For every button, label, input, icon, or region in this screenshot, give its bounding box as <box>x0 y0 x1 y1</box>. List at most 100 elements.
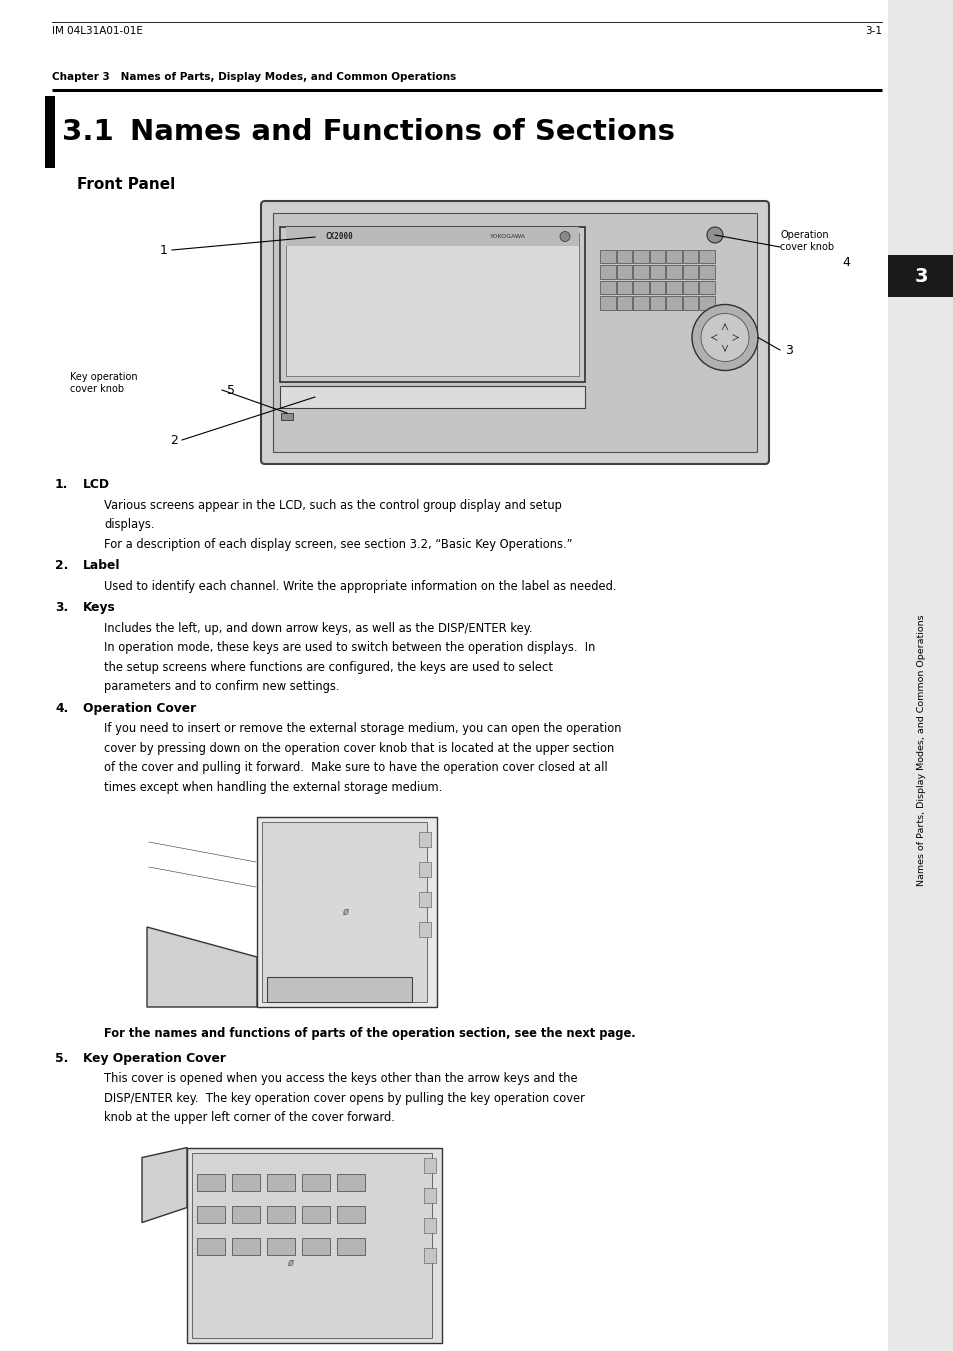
Bar <box>192 1152 432 1337</box>
Text: This cover is opened when you access the keys other than the arrow keys and the: This cover is opened when you access the… <box>104 1073 577 1085</box>
Polygon shape <box>142 1147 187 1223</box>
Bar <box>681 250 698 263</box>
Bar <box>336 1205 365 1223</box>
Bar <box>599 296 615 309</box>
Text: Includes the left, up, and down arrow keys, as well as the DISP/ENTER key.: Includes the left, up, and down arrow ke… <box>104 621 532 635</box>
Text: ø: ø <box>341 907 348 917</box>
Bar <box>665 281 680 295</box>
Bar <box>256 817 436 1006</box>
Bar <box>196 1205 225 1223</box>
Bar <box>681 281 698 295</box>
Bar <box>418 892 431 907</box>
Text: ø: ø <box>287 1258 293 1267</box>
Bar <box>649 296 664 309</box>
Text: Key operation
cover knob: Key operation cover knob <box>70 372 137 394</box>
Bar <box>681 266 698 278</box>
Bar <box>232 1174 260 1190</box>
Bar <box>633 266 648 278</box>
Text: In operation mode, these keys are used to switch between the operation displays.: In operation mode, these keys are used t… <box>104 640 595 654</box>
Bar <box>649 281 664 295</box>
Text: Various screens appear in the LCD, such as the control group display and setup: Various screens appear in the LCD, such … <box>104 499 561 512</box>
Bar <box>599 250 615 263</box>
Text: Label: Label <box>83 559 120 571</box>
Bar <box>262 821 427 1002</box>
Text: CX2000: CX2000 <box>325 232 353 240</box>
FancyBboxPatch shape <box>261 201 768 463</box>
Text: Key Operation Cover: Key Operation Cover <box>83 1051 226 1065</box>
Bar <box>665 296 680 309</box>
Text: If you need to insert or remove the external storage medium, you can open the op: If you need to insert or remove the exte… <box>104 721 620 735</box>
Text: 4.: 4. <box>55 701 69 715</box>
Bar <box>232 1238 260 1255</box>
Bar <box>302 1205 330 1223</box>
Text: 2: 2 <box>170 434 177 446</box>
Bar <box>286 227 578 246</box>
Text: knob at the upper left corner of the cover forward.: knob at the upper left corner of the cov… <box>104 1111 395 1124</box>
Bar <box>616 250 631 263</box>
Bar <box>616 266 631 278</box>
Text: 5.: 5. <box>55 1051 69 1065</box>
Bar <box>649 250 664 263</box>
Bar <box>196 1174 225 1190</box>
Text: 3.1: 3.1 <box>62 118 113 146</box>
Text: For the names and functions of parts of the operation section, see the next page: For the names and functions of parts of … <box>104 1027 635 1040</box>
Text: 3: 3 <box>913 266 926 285</box>
Bar <box>681 296 698 309</box>
Text: Operation
cover knob: Operation cover knob <box>780 230 833 253</box>
Text: parameters and to confirm new settings.: parameters and to confirm new settings. <box>104 680 339 693</box>
Bar <box>887 255 953 297</box>
Bar <box>280 227 584 382</box>
Bar <box>599 281 615 295</box>
Text: YOKOGAWA: YOKOGAWA <box>490 234 525 239</box>
Text: Names and Functions of Sections: Names and Functions of Sections <box>130 118 675 146</box>
Text: Front Panel: Front Panel <box>77 177 175 192</box>
Bar <box>423 1188 436 1202</box>
Bar <box>699 281 714 295</box>
Bar <box>633 281 648 295</box>
Bar <box>196 1238 225 1255</box>
Text: LCD: LCD <box>83 478 110 490</box>
Bar <box>633 296 648 309</box>
Bar <box>699 296 714 309</box>
Text: 3.: 3. <box>55 601 69 613</box>
Text: Keys: Keys <box>83 601 115 613</box>
Bar <box>280 386 584 408</box>
Bar <box>665 250 680 263</box>
Circle shape <box>691 304 758 370</box>
Bar <box>599 266 615 278</box>
Bar <box>267 1205 294 1223</box>
Circle shape <box>706 227 722 243</box>
Bar <box>616 281 631 295</box>
Circle shape <box>559 231 569 242</box>
Polygon shape <box>147 927 256 1006</box>
Bar <box>423 1247 436 1263</box>
Text: times except when handling the external storage medium.: times except when handling the external … <box>104 781 442 793</box>
Text: DISP/ENTER key.  The key operation cover opens by pulling the key operation cove: DISP/ENTER key. The key operation cover … <box>104 1092 584 1105</box>
Bar <box>45 96 55 168</box>
Bar <box>267 977 412 1002</box>
Text: displays.: displays. <box>104 517 154 531</box>
Text: cover by pressing down on the operation cover knob that is located at the upper : cover by pressing down on the operation … <box>104 742 614 754</box>
Text: 4: 4 <box>841 257 849 269</box>
Bar <box>267 1238 294 1255</box>
Text: 1: 1 <box>160 243 168 257</box>
Bar <box>286 232 578 376</box>
Text: the setup screens where functions are configured, the keys are used to select: the setup screens where functions are co… <box>104 661 553 674</box>
Text: For a description of each display screen, see section 3.2, “Basic Key Operations: For a description of each display screen… <box>104 538 572 550</box>
Bar <box>423 1217 436 1232</box>
Text: Operation Cover: Operation Cover <box>83 701 196 715</box>
Bar <box>418 862 431 877</box>
Text: Chapter 3   Names of Parts, Display Modes, and Common Operations: Chapter 3 Names of Parts, Display Modes,… <box>52 72 456 82</box>
Bar <box>418 832 431 847</box>
Bar <box>336 1238 365 1255</box>
Text: 2.: 2. <box>55 559 69 571</box>
Bar <box>633 250 648 263</box>
Bar <box>187 1147 441 1343</box>
Text: 1.: 1. <box>55 478 69 490</box>
Bar <box>418 921 431 938</box>
Bar <box>137 1143 456 1347</box>
Bar <box>302 1174 330 1190</box>
Bar <box>302 1238 330 1255</box>
Bar <box>665 266 680 278</box>
Text: 3: 3 <box>784 343 792 357</box>
